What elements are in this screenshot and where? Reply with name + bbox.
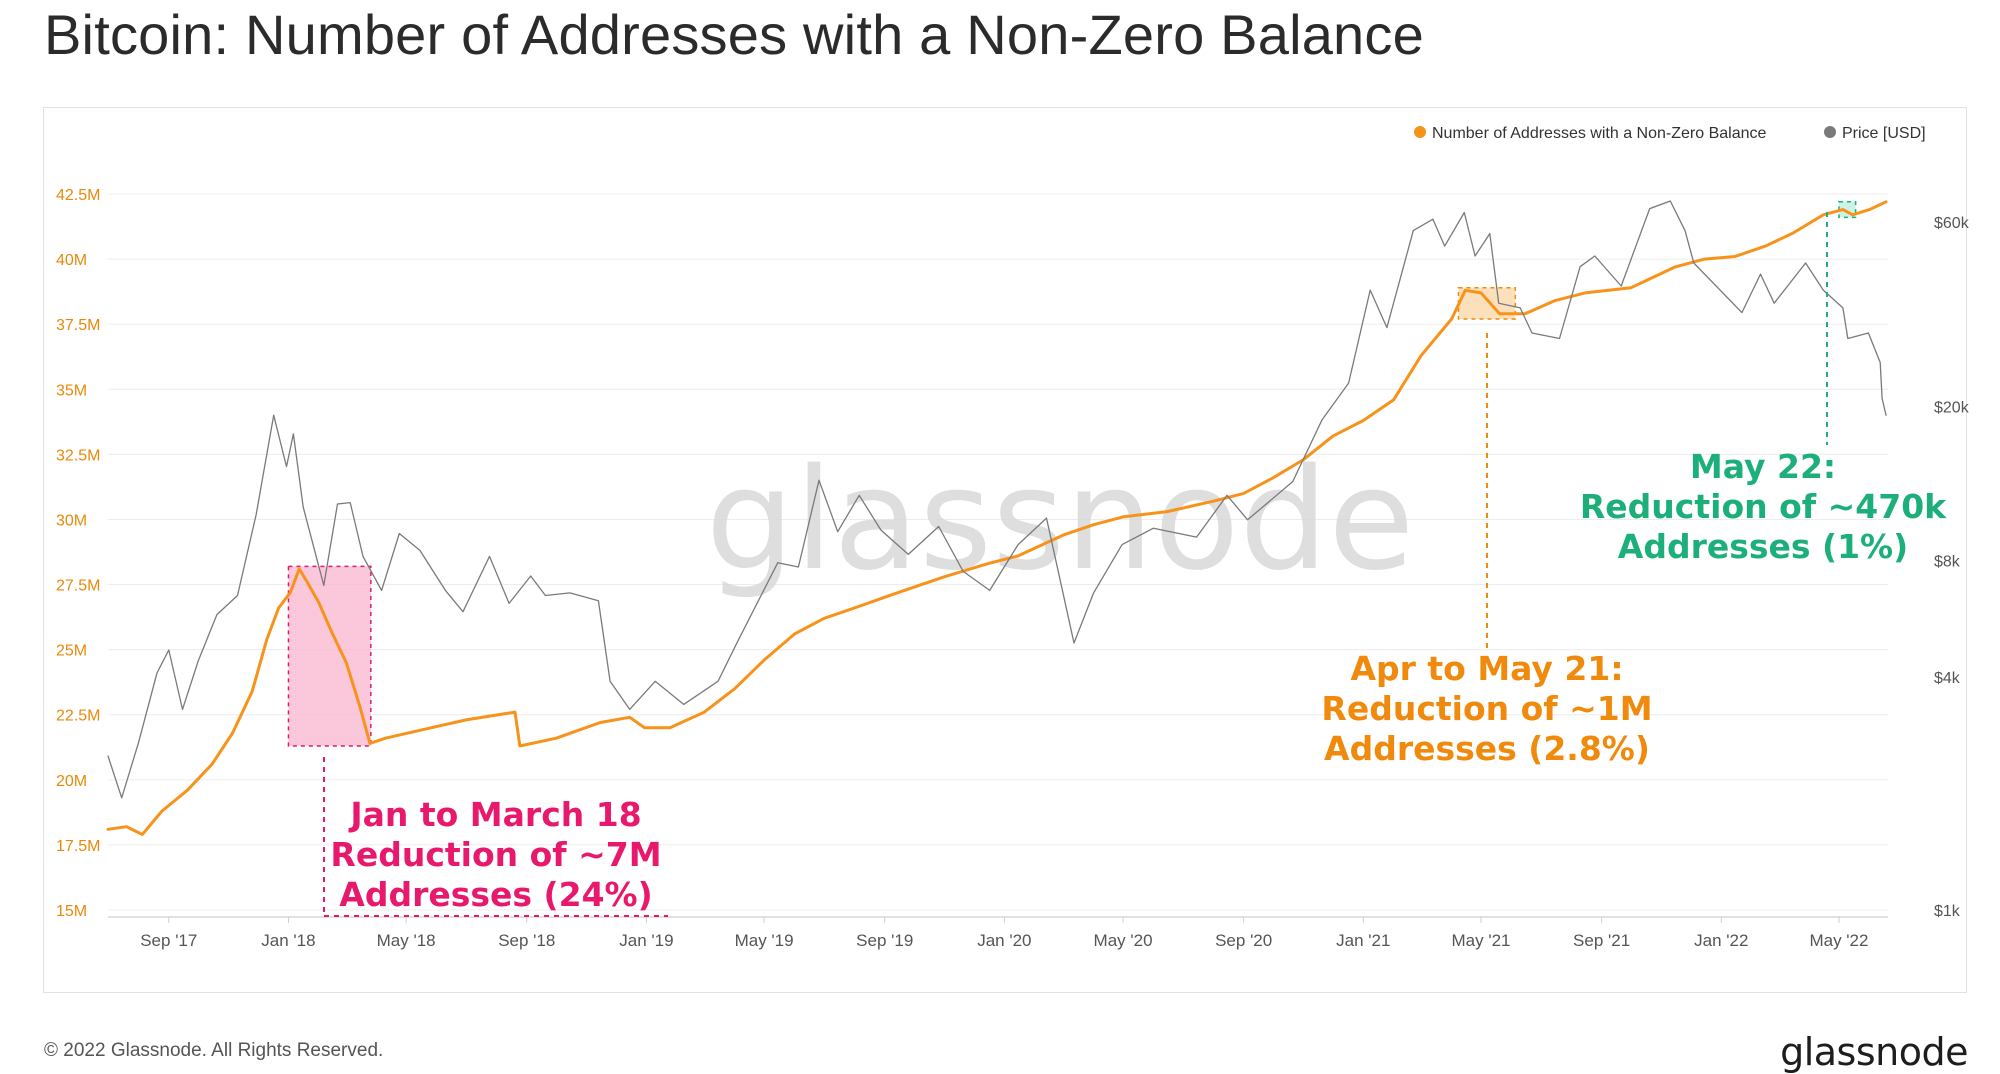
footer-copyright: © 2022 Glassnode. All Rights Reserved. <box>44 1040 384 1061</box>
y-left-tick-label-10: 40M <box>56 252 87 269</box>
legend: Number of Addresses with a Non-Zero Bala… <box>1414 125 1926 142</box>
y-left-tick-label-4: 25M <box>56 643 87 660</box>
x-tick-label-13: Jan '22 <box>1694 931 1748 950</box>
watermark-text: glassnode <box>706 439 1415 602</box>
annotation-text-orange-1: Reduction of ~1M <box>1321 689 1652 728</box>
annotation-text-orange-0: Apr to May 21: <box>1350 649 1623 688</box>
series-lines <box>106 200 1888 836</box>
x-tick-label-10: Jan '21 <box>1336 931 1390 950</box>
y-left-tick-label-2: 20M <box>56 773 87 790</box>
x-tick-label-5: May '19 <box>735 931 794 950</box>
y-left-tick-label-8: 35M <box>56 382 87 399</box>
x-tick-label-11: May '21 <box>1452 931 1511 950</box>
y-right-tick-label-0: $1k <box>1934 903 1961 920</box>
y-left-tick-label-11: 42.5M <box>56 187 100 204</box>
y-left-tick-label-5: 27.5M <box>56 578 100 595</box>
x-tick-label-4: Jan '19 <box>619 931 673 950</box>
legend-label-1: Price [USD] <box>1842 125 1926 142</box>
annotation-text-green-2: Addresses (1%) <box>1618 527 1908 566</box>
y-right-tick-label-1: $4k <box>1934 670 1961 687</box>
x-tick-label-3: Sep '18 <box>498 931 555 950</box>
x-tick-label-12: Sep '21 <box>1573 931 1630 950</box>
x-tick-label-6: Sep '19 <box>856 931 913 950</box>
legend-label-0: Number of Addresses with a Non-Zero Bala… <box>1432 125 1766 142</box>
annotation-boxes <box>287 201 1857 747</box>
x-tick-label-9: Sep '20 <box>1215 931 1272 950</box>
glassnode-logo: glassnode <box>1780 1030 1968 1074</box>
y-left-tick-label-3: 22.5M <box>56 708 100 725</box>
annotation-text-green-0: May 22: <box>1690 447 1836 486</box>
y-right-tick-label-4: $60k <box>1934 215 1970 232</box>
page-title: Bitcoin: Number of Addresses with a Non-… <box>44 3 1424 66</box>
y-left-tick-label-9: 37.5M <box>56 317 100 334</box>
legend-marker-1 <box>1824 126 1836 138</box>
annotation-text-pink-2: Addresses (24%) <box>339 875 652 914</box>
x-tick-label-0: Sep '17 <box>140 931 197 950</box>
annotation-text-pink-1: Reduction of ~7M <box>330 835 661 874</box>
x-tick-label-2: May '18 <box>377 931 436 950</box>
annotation-text-pink-0: Jan to March 18 <box>348 795 641 834</box>
y-left-tick-label-1: 17.5M <box>56 838 100 855</box>
y-left-tick-label-0: 15M <box>56 903 87 920</box>
addresses-series-line <box>106 200 1888 836</box>
x-tick-label-8: May '20 <box>1094 931 1153 950</box>
y-left-tick-label-7: 32.5M <box>56 447 100 464</box>
chart-frame <box>43 107 1967 993</box>
y-right-tick-label-2: $8k <box>1934 554 1961 571</box>
axes: 15M 17.5M 20M 22.5M 25M 27.5M 30M 32.5M 35M 37.5M… <box>56 187 1970 950</box>
y-left-tick-label-6: 30M <box>56 512 87 529</box>
legend-marker-0 <box>1414 126 1426 138</box>
annotation-text-green-1: Reduction of ~470k <box>1580 487 1947 526</box>
annotation-box-pink <box>287 565 372 747</box>
x-tick-label-7: Jan '20 <box>977 931 1031 950</box>
price-series-line <box>107 200 1887 799</box>
annotation-text-orange-2: Addresses (2.8%) <box>1324 729 1650 768</box>
x-tick-label-14: May '22 <box>1809 931 1868 950</box>
x-tick-label-1: Jan '18 <box>261 931 315 950</box>
y-right-tick-label-3: $20k <box>1934 400 1970 417</box>
